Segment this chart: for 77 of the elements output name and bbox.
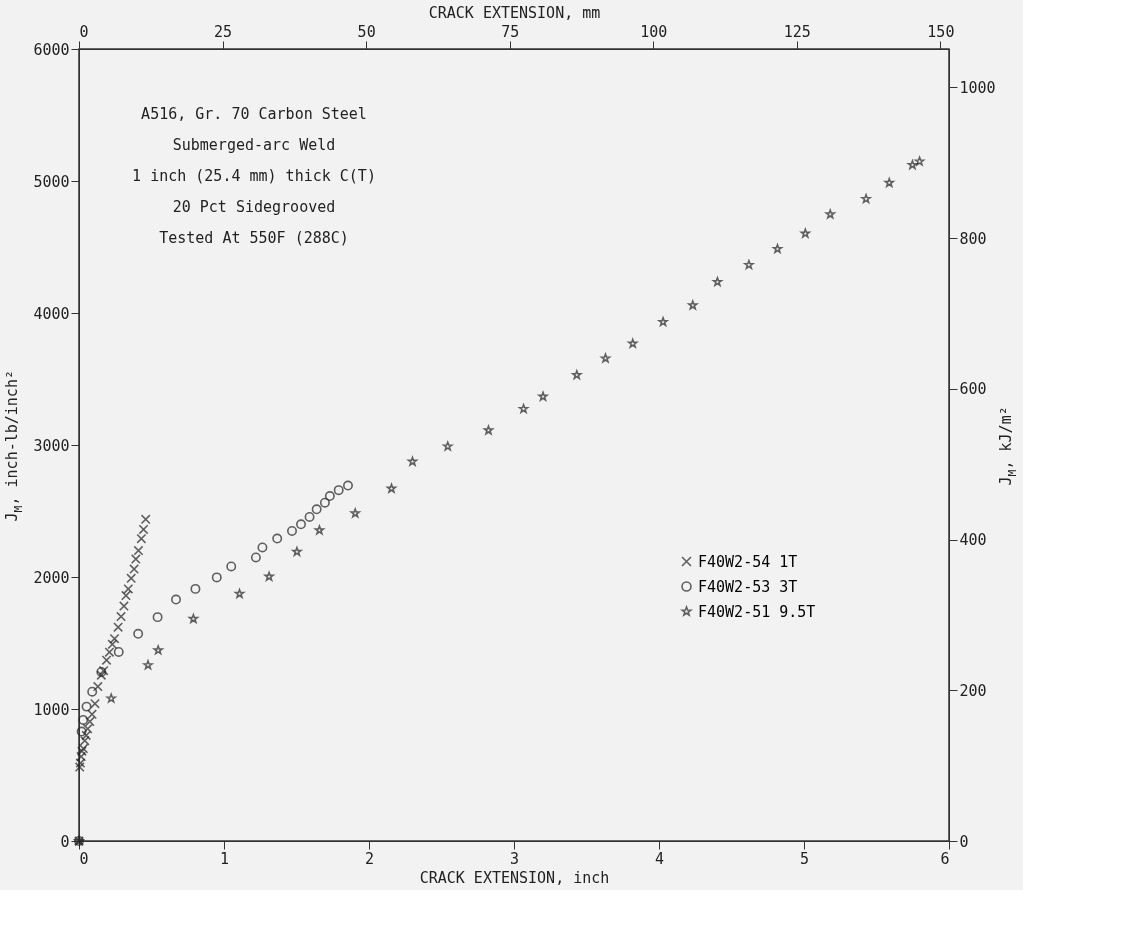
x2-tick-label: 100 <box>640 22 668 41</box>
y-tick-label: 2000 <box>33 568 70 587</box>
x2-tick-label: 75 <box>501 22 520 41</box>
y-tick-label: 4000 <box>33 304 70 323</box>
y2-tick-label: 400 <box>959 531 987 550</box>
point <box>311 504 322 515</box>
x2-tick-label: 25 <box>214 22 233 41</box>
point <box>190 583 201 594</box>
point <box>627 338 638 348</box>
point <box>234 588 245 599</box>
point <box>825 209 836 219</box>
point <box>171 594 181 605</box>
point <box>324 491 335 502</box>
point <box>116 611 127 622</box>
point <box>304 511 315 522</box>
point <box>386 483 397 493</box>
point <box>188 613 199 624</box>
point <box>96 670 107 681</box>
annotation: Tested At 550F (288C) <box>159 229 349 247</box>
point <box>884 177 895 188</box>
point <box>538 391 548 401</box>
x-tick-label: 6 <box>940 849 950 868</box>
point <box>861 193 871 204</box>
annotation: Submerged-arc Weld <box>172 136 336 154</box>
x2-axis-title: CRACK EXTENSION, mm <box>428 3 601 22</box>
x2-tick-label: 150 <box>927 22 955 41</box>
y-tick-label: 0 <box>60 832 70 851</box>
annotation: 20 Pct Sidegrooved <box>172 198 336 216</box>
y-tick-label: 5000 <box>33 172 70 191</box>
y-tick-label: 3000 <box>33 436 70 455</box>
y2-tick-label: 0 <box>959 832 969 851</box>
point <box>658 316 668 327</box>
legend-label: F40W2-53 3T <box>698 577 798 596</box>
point <box>914 156 925 166</box>
point <box>483 425 494 435</box>
x2-tick-label: 50 <box>357 22 376 41</box>
annotation: 1 inch (25.4 mm) thick C(T) <box>132 167 376 185</box>
x-tick-label: 3 <box>509 849 520 868</box>
point <box>133 628 144 639</box>
point <box>333 485 344 496</box>
annotation: A516, Gr. 70 Carbon Steel <box>141 105 367 123</box>
x-tick-label: 5 <box>799 849 810 868</box>
point <box>314 525 325 535</box>
legend-label: F40W2-54 1T <box>698 552 798 571</box>
legend-label: F40W2-51 9.5T <box>698 602 816 621</box>
point <box>226 561 237 572</box>
point <box>800 228 811 238</box>
x-tick-label: 2 <box>364 849 375 868</box>
point <box>211 572 222 583</box>
y-tick-label: 6000 <box>33 40 70 59</box>
y2-tick-label: 1000 <box>959 78 996 97</box>
y2-tick-label: 200 <box>959 681 987 700</box>
y-axis-title: JM, inch-lb/inch² <box>3 370 25 522</box>
y-tick-label: 1000 <box>33 700 70 719</box>
y2-tick-label: 600 <box>959 380 987 399</box>
x-tick-label: 0 <box>79 849 89 868</box>
point <box>319 497 330 508</box>
point <box>113 622 124 633</box>
point <box>250 552 261 563</box>
point <box>407 456 418 466</box>
x-tick-label: 4 <box>654 849 665 868</box>
y2-tick-label: 800 <box>959 229 987 248</box>
point <box>287 525 297 536</box>
point <box>342 480 353 491</box>
y2-axis-title: JM, kJ/m² <box>997 406 1019 486</box>
x-axis-title: CRACK EXTENSION, inch <box>419 868 610 887</box>
point <box>257 542 268 553</box>
point <box>296 519 306 530</box>
point <box>518 403 529 414</box>
point <box>152 612 163 623</box>
x2-tick-label: 125 <box>783 22 811 41</box>
x-tick-label: 1 <box>219 849 230 868</box>
point <box>272 533 283 544</box>
point <box>442 441 453 451</box>
point <box>113 647 124 657</box>
x2-tick-label: 0 <box>79 22 89 41</box>
point <box>600 353 611 363</box>
